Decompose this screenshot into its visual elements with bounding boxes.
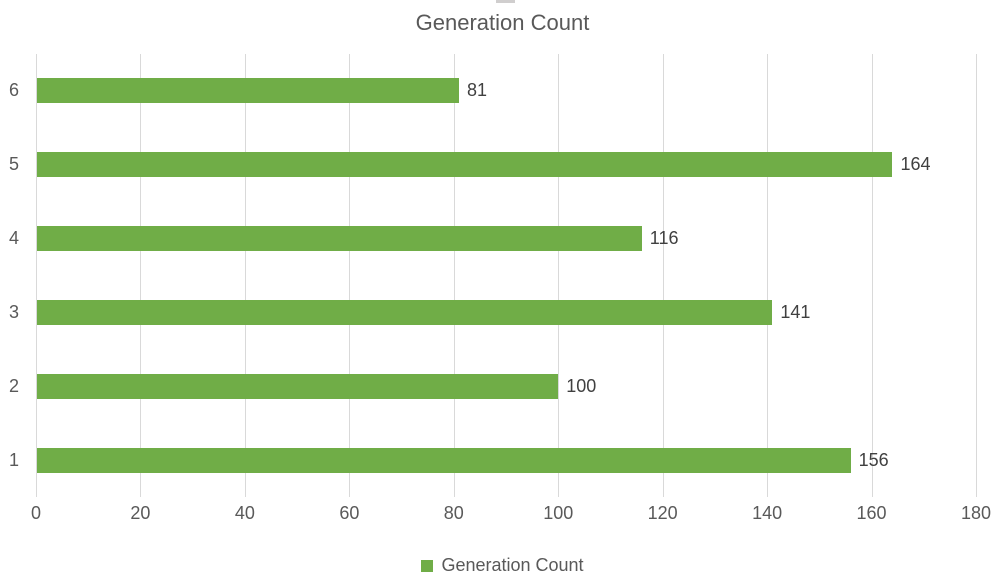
gridline	[662, 54, 664, 497]
data-label: 156	[858, 449, 889, 470]
legend-swatch	[421, 559, 434, 572]
category-label: 3	[8, 301, 19, 322]
gridline	[453, 54, 455, 497]
bar	[37, 152, 893, 178]
bar	[37, 78, 459, 104]
category-label: 6	[8, 80, 19, 101]
gridline	[349, 54, 351, 497]
gridline	[36, 54, 37, 497]
chart-title: Generation Count	[415, 10, 590, 35]
legend-label: Generation Count	[441, 555, 584, 575]
data-label: 81	[467, 80, 488, 101]
gridline	[244, 54, 246, 497]
gridline	[767, 54, 769, 497]
x-tick-label: 140	[752, 503, 783, 523]
legend: Generation Count	[0, 555, 1005, 576]
x-tick-label: 120	[647, 503, 678, 523]
x-tick-label: 160	[856, 503, 887, 523]
x-tick-label: 80	[443, 503, 464, 523]
bar	[37, 299, 773, 325]
x-tick-label: 20	[130, 503, 151, 523]
x-tick-label: 40	[234, 503, 255, 523]
data-label: 100	[566, 375, 597, 396]
plot-area: 81 164 116 141 100 156	[36, 54, 977, 497]
x-tick-label: 0	[30, 503, 41, 523]
x-tick-label: 180	[960, 503, 992, 523]
cropped-element-edge	[496, 0, 515, 3]
gridline	[871, 54, 873, 497]
data-label: 141	[780, 301, 811, 322]
gridline	[558, 54, 560, 497]
category-label: 4	[8, 228, 19, 249]
data-label: 164	[900, 154, 931, 175]
bar	[37, 226, 642, 252]
x-tick-label: 60	[339, 503, 360, 523]
category-label: 2	[8, 375, 19, 396]
category-label: 5	[8, 154, 19, 175]
bar	[37, 447, 851, 473]
x-tick-label: 100	[543, 503, 574, 523]
gridline	[976, 54, 977, 497]
bar	[37, 373, 559, 399]
data-label: 116	[649, 228, 679, 249]
category-label: 1	[8, 449, 19, 470]
gridline	[140, 54, 142, 497]
x-axis: 0 20 40 60 80 100 120 140 160 180	[0, 503, 1005, 527]
